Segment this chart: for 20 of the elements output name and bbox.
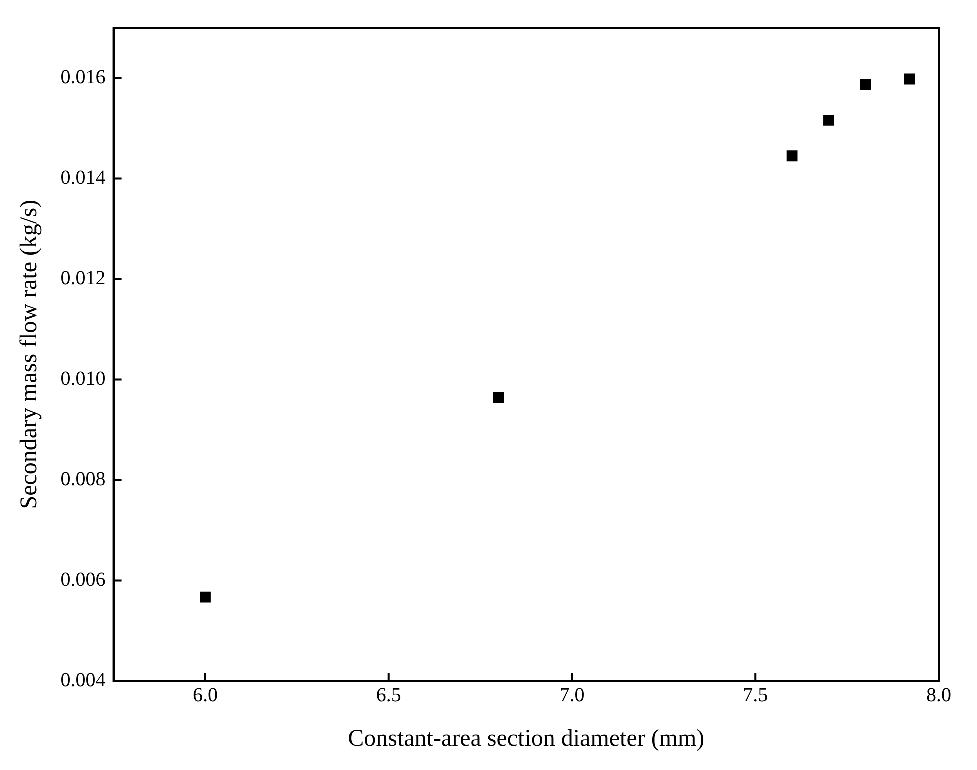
y-tick-label: 0.004 — [60, 669, 106, 692]
y-tick-label: 0.014 — [60, 166, 106, 189]
y-axis-title: Secondary mass flow rate (kg/s) — [16, 200, 43, 510]
y-tick-label: 0.010 — [60, 368, 106, 390]
point — [200, 592, 211, 603]
x-tick-label: 6.0 — [192, 684, 218, 706]
y-tick-label: 0.006 — [60, 568, 106, 591]
point — [493, 392, 504, 404]
x-tick-label: 7.0 — [560, 684, 585, 706]
x-tick-label: 8.0 — [926, 684, 952, 706]
point — [824, 115, 834, 126]
x-tick-label: 7.5 — [743, 684, 768, 706]
x-axis-title: Constant-area section diameter (mm) — [348, 726, 705, 752]
point — [904, 74, 916, 85]
y-tick-label: 0.012 — [60, 267, 106, 290]
point — [786, 150, 798, 162]
point — [860, 79, 872, 90]
y-tick-label: 0.016 — [60, 66, 106, 88]
y-tick-label: 0.008 — [60, 468, 106, 490]
x-tick-label: 6.5 — [376, 684, 402, 706]
